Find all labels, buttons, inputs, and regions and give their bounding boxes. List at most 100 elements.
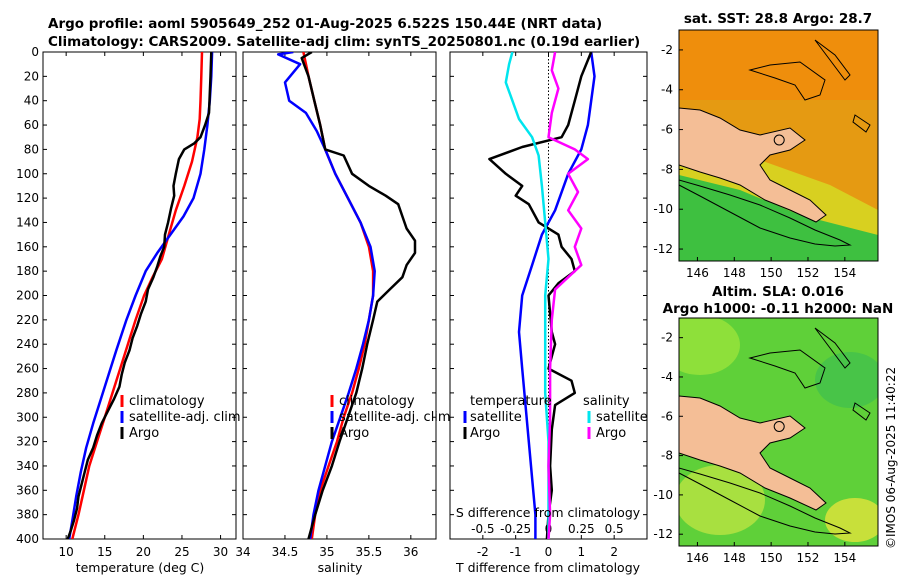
x-tick-label: 0 — [545, 545, 553, 559]
legend-label-climatology: climatology — [339, 394, 415, 409]
legend-label-t-argo: Argo — [470, 426, 500, 441]
s-difference-label: S difference from climatology — [456, 505, 641, 520]
temperature-axes-box — [42, 51, 237, 540]
series-line-satellite-adj-clim — [276, 52, 376, 539]
legend-heading-salinity: salinity — [583, 394, 630, 409]
sla-argo-marker — [773, 421, 785, 432]
title-line-1: Argo profile: aoml 5905649_252 01-Aug-20… — [48, 16, 602, 32]
x-tick-label: 10 — [59, 545, 74, 559]
map-y-tick-label: -6 — [661, 409, 673, 423]
sla-map-panel: Altim. SLA: 0.016 Argo h1000: -0.11 h200… — [653, 284, 893, 565]
salinity-xlabel: salinity — [318, 560, 363, 575]
x-tick-label: 35 — [319, 545, 334, 559]
s-tick-label: -0.5 — [471, 522, 494, 536]
copyright-stamp: ©IMOS 06-Aug-2025 11:40:22 — [884, 367, 898, 549]
x-tick-label: 25 — [174, 545, 189, 559]
y-tick-label: 60 — [24, 118, 39, 132]
temperature-legend: climatology satellite-adj. clim Argo — [120, 394, 241, 441]
y-tick-label: 80 — [24, 142, 39, 156]
salinity-axes-box — [242, 51, 437, 540]
sst-new-guinea-land — [679, 107, 827, 223]
y-tick-label: 140 — [16, 215, 39, 229]
sla-patch-2 — [815, 352, 878, 408]
map-x-tick-label: 152 — [797, 266, 820, 280]
y-tick-label: 360 — [16, 483, 39, 497]
y-tick-label: 120 — [16, 191, 39, 205]
map-y-tick-label: -12 — [653, 242, 673, 256]
salinity-legend: climatology satellite-adj. clim Argo — [330, 394, 451, 441]
map-y-tick-label: -12 — [653, 527, 673, 541]
s-tick-label: 0.5 — [605, 522, 624, 536]
map-x-tick-label: 150 — [760, 551, 783, 565]
map-x-tick-label: 146 — [686, 551, 709, 565]
y-tick-label: 380 — [16, 508, 39, 522]
legend-label-satellite: satellite-adj. clim — [129, 410, 241, 425]
x-tick-label: 2 — [610, 545, 618, 559]
y-tick-label: 20 — [24, 69, 39, 83]
map-y-tick-label: -2 — [661, 43, 673, 57]
map-x-tick-label: 148 — [723, 266, 746, 280]
x-tick-label: 35.5 — [356, 545, 383, 559]
map-y-tick-label: -10 — [653, 488, 673, 502]
sst-argo-marker — [773, 134, 785, 146]
map-x-tick-label: 146 — [686, 266, 709, 280]
map-x-tick-label: 152 — [797, 551, 820, 565]
y-tick-label: 240 — [16, 337, 39, 351]
sla-island-bougainville — [852, 402, 871, 421]
series-line-argo — [66, 52, 213, 539]
sst-band-north — [679, 30, 878, 100]
sla-map-title-2: Argo h1000: -0.11 h2000: NaN — [663, 301, 894, 317]
sla-patch-3 — [679, 465, 765, 535]
y-tick-label: 0 — [31, 45, 39, 59]
sla-patch-4 — [825, 498, 878, 542]
sst-map-frame — [678, 29, 879, 262]
legend-label-argo: Argo — [129, 426, 159, 441]
map-y-tick-label: -2 — [661, 331, 673, 345]
x-tick-label: 36 — [403, 545, 418, 559]
series-line-temperature-satellite — [517, 52, 596, 539]
sla-island-new-britain — [748, 349, 826, 389]
s-tick-label: 0.25 — [568, 522, 595, 536]
sst-island-new-britain — [748, 61, 826, 101]
map-y-tick-label: -4 — [661, 83, 673, 97]
sla-island-new-ireland — [814, 327, 851, 369]
series-line-salinity-satellite — [504, 52, 550, 539]
temperature-xlabel: temperature (deg C) — [76, 560, 205, 575]
y-tick-label: 400 — [16, 532, 39, 546]
difference-legend: temperature satellite Argo salinity sate… — [463, 394, 648, 441]
y-tick-label: 280 — [16, 386, 39, 400]
x-tick-label: 34.5 — [272, 545, 299, 559]
sst-coastline-south — [679, 179, 852, 247]
temperature-panel: 0 20 40 60 80 100 120 140 160 180 200 220 240 260 280 3… — [16, 45, 241, 575]
y-tick-label: 180 — [16, 264, 39, 278]
legend-label-s-satellite: satellite — [596, 410, 648, 425]
y-tick-label: 340 — [16, 459, 39, 473]
sla-map-title-1: Altim. SLA: 0.016 — [712, 284, 844, 300]
x-tick-label: 30 — [213, 545, 228, 559]
salinity-panel: 34 34.5 35 35.5 36 salinity climatology sate… — [235, 51, 451, 575]
sst-island-bougainville — [852, 114, 871, 133]
title-line-2: Climatology: CARS2009. Satellite-adj cli… — [48, 34, 640, 50]
sla-patch-1 — [679, 318, 740, 375]
t-difference-xlabel: T difference from climatology — [455, 560, 641, 575]
series-line-satellite-adj-clim — [67, 52, 214, 539]
map-x-tick-label: 148 — [723, 551, 746, 565]
x-tick-label: 20 — [136, 545, 151, 559]
y-tick-label: 220 — [16, 313, 39, 327]
y-tick-label: 320 — [16, 435, 39, 449]
map-x-tick-label: 154 — [833, 551, 856, 565]
series-line-salinity-argo — [547, 52, 590, 539]
y-tick-label: 260 — [16, 362, 39, 376]
legend-label-argo: Argo — [339, 426, 369, 441]
x-tick-label: -1 — [510, 545, 522, 559]
y-tick-label: 200 — [16, 289, 39, 303]
sla-new-guinea-land — [679, 395, 827, 511]
map-y-tick-label: -8 — [661, 449, 673, 463]
sst-map-panel: sat. SST: 28.8 Argo: 28.7 146 148 150 152 15… — [653, 11, 879, 280]
map-x-tick-label: 150 — [760, 266, 783, 280]
map-x-tick-label: 154 — [833, 266, 856, 280]
x-tick-label: 15 — [97, 545, 112, 559]
x-tick-label: -2 — [477, 545, 489, 559]
